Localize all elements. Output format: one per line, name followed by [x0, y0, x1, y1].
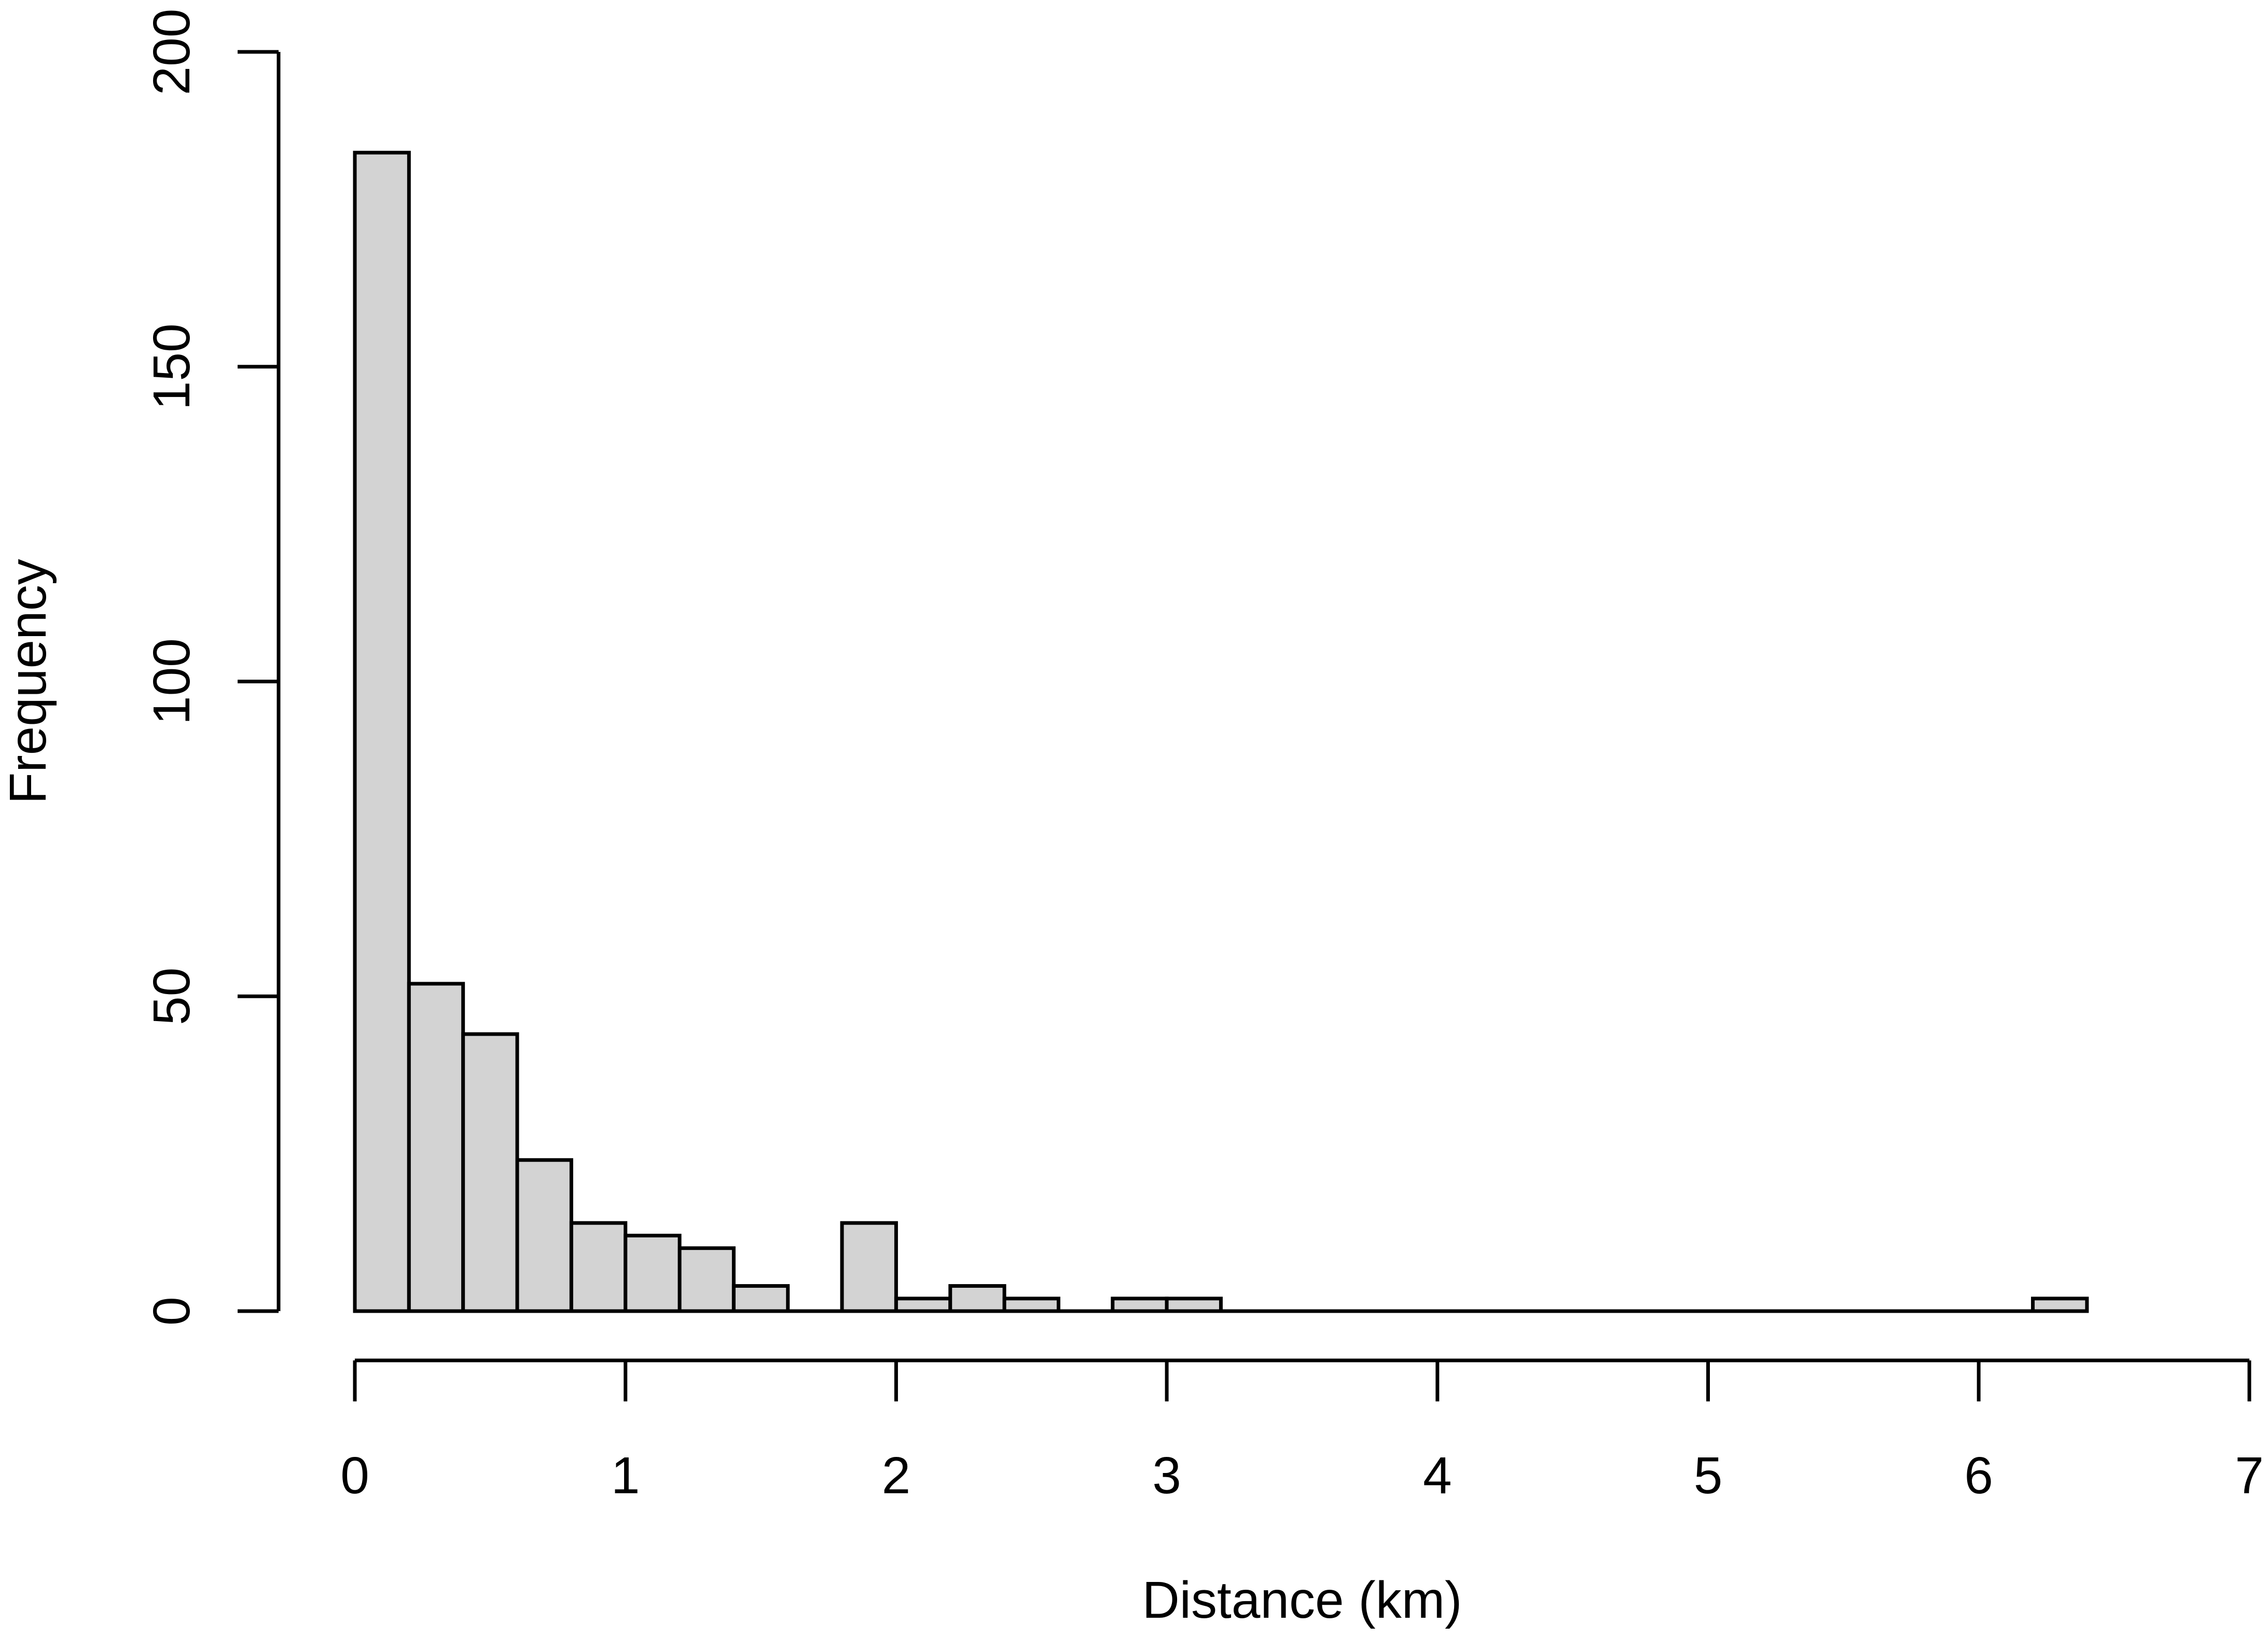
x-tick-label: 6	[1964, 1447, 1993, 1505]
y-tick-label: 50	[143, 968, 201, 1025]
x-tick-label: 4	[1423, 1447, 1452, 1505]
y-tick-label: 0	[143, 1297, 201, 1326]
x-axis-title: Distance (km)	[1142, 1571, 1462, 1629]
histogram-bar	[731, 1284, 790, 1313]
histogram-bar	[1002, 1297, 1060, 1313]
x-tick-label: 1	[611, 1447, 640, 1505]
y-tick-label: 150	[143, 323, 201, 410]
histogram-bar	[1111, 1297, 1169, 1313]
y-tick-label: 100	[143, 638, 201, 725]
x-axis-ticks: 0 1 2 3 4 5 6 7	[340, 1360, 2264, 1505]
y-axis: 0 50 100 150 200	[143, 9, 281, 1326]
x-axis: 0 1 2 3 4 5 6 7	[340, 1358, 2264, 1505]
y-axis-title: Frequency	[0, 559, 57, 804]
histogram-bar	[569, 1221, 628, 1313]
histogram-bar	[2031, 1297, 2089, 1313]
histogram-bar	[624, 1233, 682, 1313]
x-tick-label: 0	[340, 1447, 369, 1505]
histogram-bar	[948, 1284, 1006, 1313]
bars-layer	[353, 150, 2089, 1313]
y-tick-label: 200	[143, 9, 201, 95]
histogram-bar	[515, 1158, 573, 1313]
x-tick-label: 5	[1694, 1447, 1723, 1505]
histogram-bar	[678, 1246, 736, 1313]
histogram-bar	[461, 1032, 519, 1313]
x-tick-label: 7	[2235, 1447, 2264, 1505]
histogram-bar	[894, 1297, 952, 1313]
y-axis-ticks: 0 50 100 150 200	[143, 9, 279, 1326]
x-tick-label: 3	[1152, 1447, 1181, 1505]
histogram-bar	[840, 1221, 898, 1313]
histogram-bar	[407, 982, 465, 1313]
x-tick-label: 2	[882, 1447, 911, 1505]
histogram-bar	[1165, 1297, 1223, 1313]
histogram-bar	[353, 150, 411, 1313]
